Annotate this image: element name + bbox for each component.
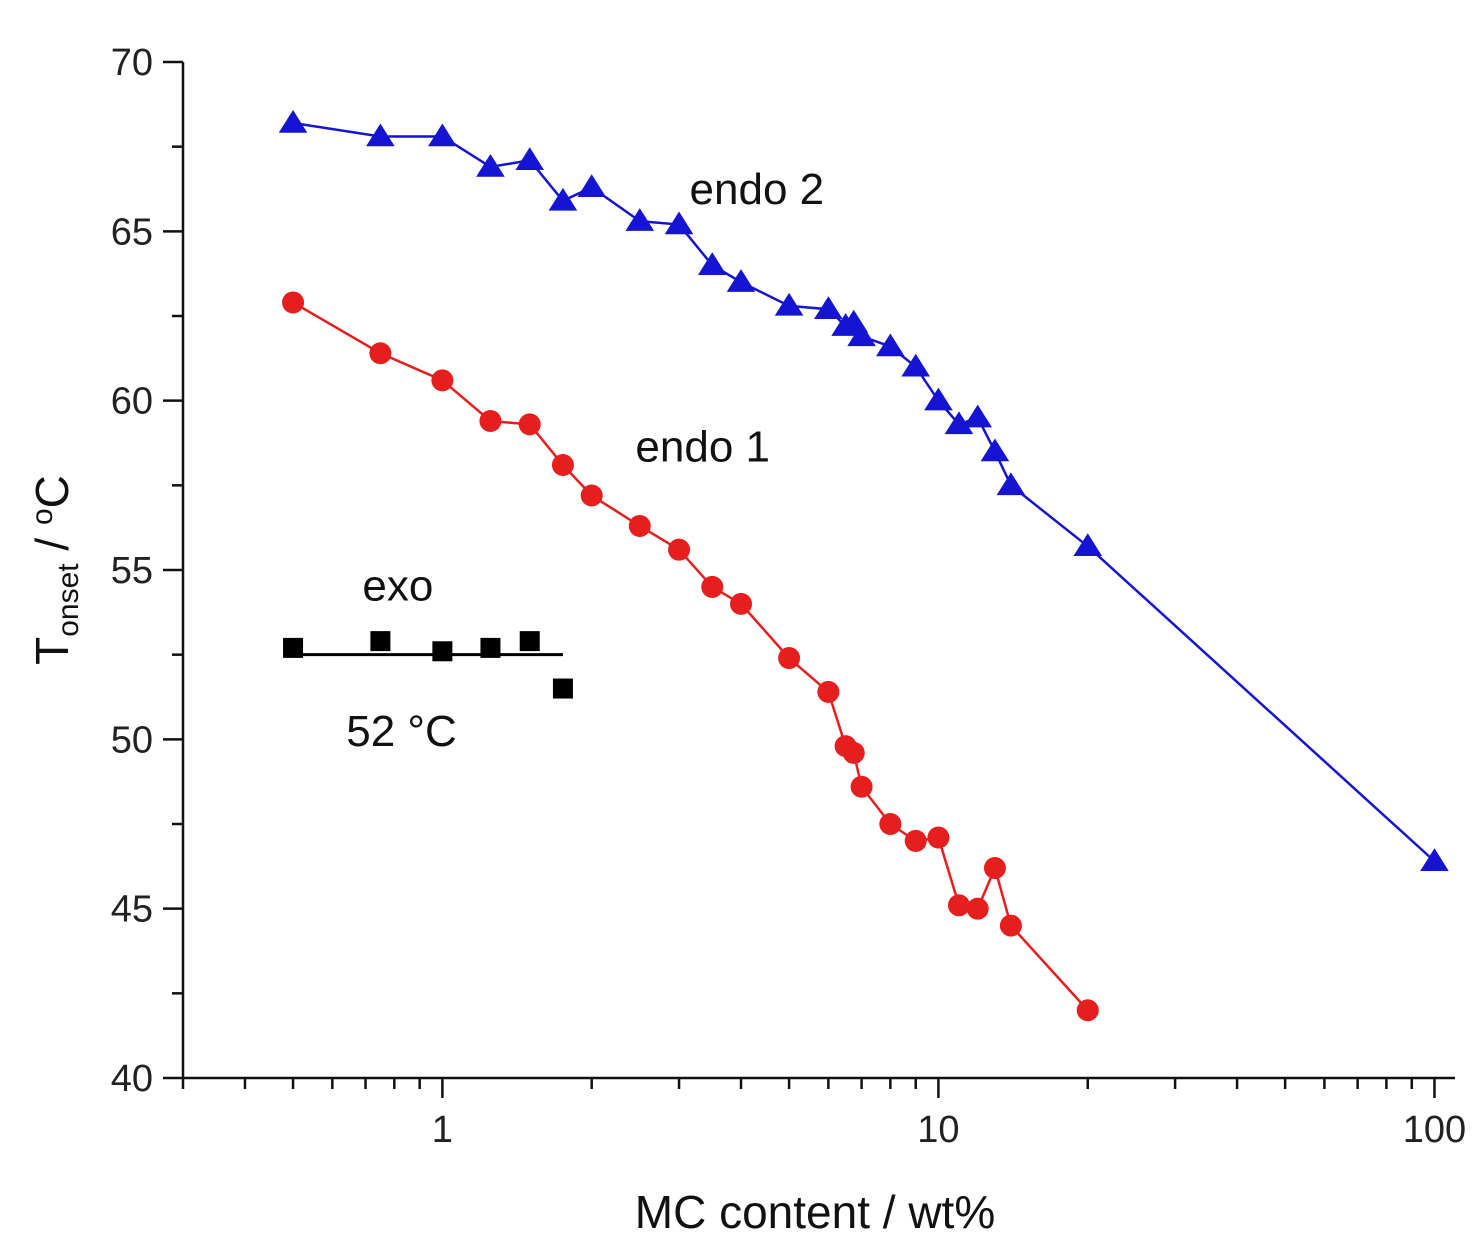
- annotation-label: 52 °C: [346, 707, 457, 756]
- y-axis-title-unit: C: [26, 475, 78, 508]
- data-point-endo-1: [778, 647, 801, 670]
- data-point-endo-1: [518, 413, 541, 436]
- data-point-endo-2: [814, 296, 843, 319]
- data-point-endo-1: [817, 680, 840, 703]
- x-tick-label: 10: [917, 1109, 959, 1151]
- x-axis-title: MC content / wt%: [635, 1186, 995, 1238]
- series-exo: [283, 631, 573, 699]
- data-point-endo-1: [479, 409, 502, 432]
- y-tick-label: 45: [111, 889, 153, 931]
- data-point-exo: [552, 678, 573, 699]
- data-point-endo-1: [730, 592, 753, 615]
- data-point-endo-2: [476, 153, 505, 177]
- y-tick-label: 40: [111, 1058, 153, 1100]
- data-point-endo-1: [879, 813, 902, 835]
- data-point-endo-2: [924, 387, 953, 411]
- axes: 40 45 50 55 60 65 70 1 10 100: [111, 42, 1466, 1151]
- x-tick-label: 100: [1403, 1109, 1466, 1151]
- data-point-endo-2: [515, 147, 545, 170]
- y-tick-label: 65: [111, 211, 153, 253]
- data-point-exo: [432, 641, 453, 662]
- y-axis-title-subscript: onset: [52, 563, 85, 637]
- data-point-endo-2: [996, 472, 1026, 496]
- data-point-endo-1: [904, 829, 927, 852]
- data-point-endo-1: [551, 454, 574, 477]
- data-point-endo-1: [983, 857, 1006, 880]
- annotation-label: exo: [362, 561, 433, 610]
- data-point-endo-2: [625, 208, 655, 231]
- data-point-endo-1: [850, 775, 873, 798]
- data-point-endo-2: [726, 269, 756, 292]
- y-tick-label: 60: [111, 381, 153, 423]
- data-point-endo-1: [701, 575, 724, 598]
- data-point-endo-2: [847, 323, 876, 347]
- data-point-endo-1: [966, 897, 989, 920]
- data-point-endo-1: [999, 914, 1022, 937]
- y-tick-label: 70: [111, 42, 153, 84]
- data-point-endo-2: [428, 123, 457, 147]
- data-point-exo: [480, 637, 501, 658]
- annotation-label: endo 1: [635, 423, 770, 472]
- x-tick-label: 1: [432, 1109, 453, 1151]
- data-point-endo-1: [580, 484, 603, 507]
- data-point-endo-1: [842, 741, 865, 764]
- data-point-endo-1: [1076, 999, 1099, 1022]
- data-point-exo: [283, 637, 304, 658]
- y-axis-title-main: T: [26, 637, 78, 665]
- data-point-endo-2: [963, 404, 992, 428]
- data-point-endo-2: [1420, 848, 1449, 872]
- data-point-endo-2: [1073, 533, 1103, 557]
- annotations: endo 2 endo 1 exo 52 °C: [346, 165, 824, 756]
- data-point-endo-1: [947, 894, 970, 917]
- data-point-endo-2: [664, 211, 694, 235]
- data-point-endo-1: [282, 291, 305, 314]
- data-point-endo-2: [901, 353, 931, 377]
- data-point-endo-2: [697, 252, 727, 275]
- data-point-endo-2: [876, 333, 905, 357]
- data-point-exo: [519, 631, 540, 652]
- annotation-label: endo 2: [690, 165, 825, 214]
- series-endo-1: [282, 291, 1099, 1022]
- series-endo-2: [278, 109, 1449, 872]
- data-point-endo-2: [980, 438, 1010, 462]
- data-point-endo-1: [369, 342, 392, 365]
- data-point-exo: [370, 631, 391, 652]
- svg-text:Tonset / oC: Tonset / oC: [26, 475, 85, 665]
- data-point-endo-2: [774, 292, 804, 316]
- data-point-endo-2: [278, 109, 308, 133]
- data-point-endo-2: [944, 411, 974, 435]
- series-layer: [278, 109, 1449, 1022]
- data-point-endo-1: [668, 538, 691, 561]
- y-tick-label: 50: [111, 719, 153, 761]
- data-point-endo-2: [577, 174, 606, 198]
- data-point-endo-2: [366, 123, 395, 147]
- y-axis-title-superscript: o: [26, 508, 59, 525]
- data-point-endo-2: [548, 187, 578, 211]
- y-tick-label: 55: [111, 550, 153, 592]
- data-point-endo-1: [431, 369, 454, 392]
- y-axis-title: Tonset / oC: [26, 475, 85, 665]
- data-point-endo-1: [927, 826, 950, 849]
- data-point-endo-1: [628, 514, 651, 537]
- y-axis-title-separator: /: [26, 525, 78, 563]
